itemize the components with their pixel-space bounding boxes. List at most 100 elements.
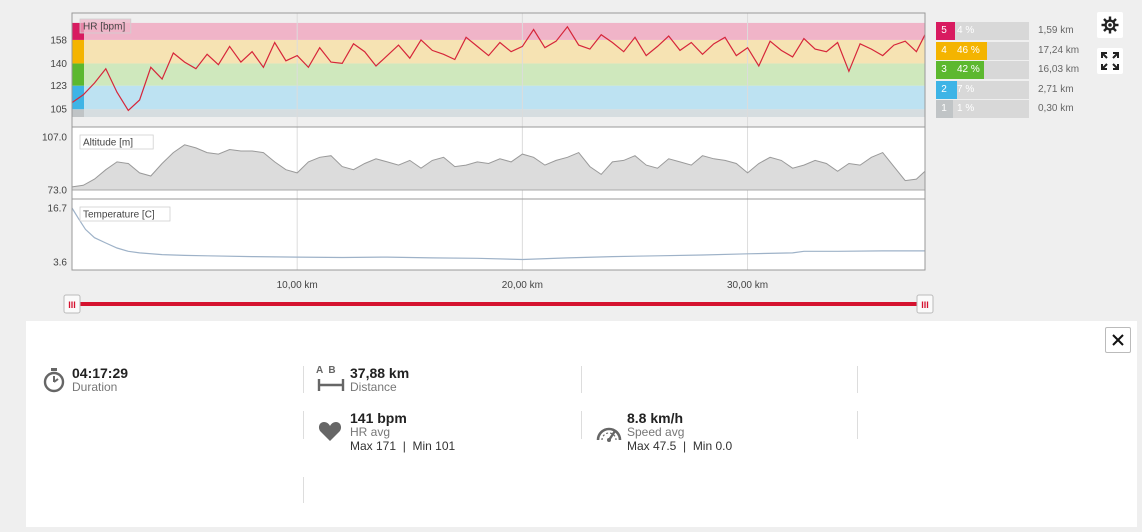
- hr-zone-marker: [72, 109, 84, 117]
- hr-zone-band: [72, 109, 925, 117]
- series-label-box: [79, 134, 154, 150]
- hr-zone-row: 2 7 %: [936, 80, 1029, 99]
- y-tick-label: 107.0: [42, 133, 67, 144]
- temperature-series-line: [71, 207, 925, 261]
- hr-zone-band: [72, 85, 925, 110]
- speedometer-icon: [596, 427, 622, 442]
- hr-zone-band: [72, 22, 925, 40]
- divider: [581, 366, 582, 393]
- hr-zone-marker: [72, 85, 84, 110]
- x-tick-label: 20,00 km: [502, 280, 543, 291]
- series-label-text: HR [bpm]: [83, 22, 125, 33]
- zone-percent: 1 %: [957, 103, 975, 114]
- zone-percent-bar: [952, 100, 953, 118]
- close-button[interactable]: [1105, 327, 1131, 353]
- duration-value: 04:17:29: [72, 365, 129, 381]
- zone-percent-bar: [952, 22, 956, 40]
- ruler-icon: [317, 379, 345, 391]
- distance-icon-text: A B: [316, 365, 336, 376]
- zone-number: 4: [936, 41, 952, 60]
- divider: [303, 477, 304, 503]
- series-label: HR [bpm]: [79, 18, 132, 34]
- zone-number: 2: [936, 80, 952, 99]
- handle-grip[interactable]: III: [68, 300, 76, 310]
- y-tick-label: 123: [50, 81, 67, 92]
- zone-percent-bar: [952, 80, 958, 99]
- speed-value: 8.8 km/h: [627, 410, 684, 426]
- hr-stat: 141 bpm HR avg Max 171 | Min 101: [350, 410, 456, 454]
- zone-number: 5: [936, 22, 952, 40]
- distance-icon: A B: [316, 366, 346, 392]
- zone-distance: 17,24 km: [1038, 44, 1080, 56]
- hr-zone-row: 4 46 %: [936, 41, 1029, 60]
- series-label: Temperature [C]: [79, 206, 171, 222]
- stopwatch-icon: [43, 368, 65, 393]
- y-tick-label: 73.0: [48, 186, 68, 197]
- speed-minmax: Max 47.5 | Min 0.0: [627, 439, 733, 453]
- divider: [303, 366, 304, 393]
- settings-button[interactable]: [1097, 12, 1123, 38]
- duration-label: Duration: [72, 380, 118, 394]
- series-label-box: [79, 18, 132, 34]
- handle-body[interactable]: [63, 294, 81, 314]
- zone-percent-bar: [952, 61, 985, 79]
- zone-percent: 4 %: [957, 25, 975, 36]
- hr-series-line: [71, 25, 926, 112]
- chart-panel-frame: [71, 198, 926, 271]
- y-tick-label: 140: [50, 59, 67, 70]
- divider: [857, 366, 858, 393]
- summary-panel: 04:17:29 Duration A B 37,88 km Distance …: [26, 321, 1137, 527]
- chart-area: 158 140 123 105 107.0 73.0 16.7 3.6 HR [bpm] Alti…: [42, 12, 934, 314]
- distance-value: 37,88 km: [350, 365, 410, 381]
- hr-minmax: Max 171 | Min 101: [350, 439, 456, 453]
- speed-stat: 8.8 km/h Speed avg Max 47.5 | Min 0.0: [627, 410, 733, 454]
- distance-label: Distance: [350, 380, 397, 394]
- hr-zone-row: 5 4 %: [936, 22, 1029, 40]
- range-slider-handle-right[interactable]: III: [916, 294, 934, 314]
- series-label-text: Temperature [C]: [83, 210, 155, 221]
- temperature-panel-bg: [72, 199, 925, 270]
- handle-body[interactable]: [916, 294, 934, 314]
- zone-number: 3: [936, 61, 952, 79]
- range-slider-track[interactable]: [72, 302, 925, 306]
- hr-label: HR avg: [350, 425, 391, 439]
- zone-distance: 1,59 km: [1038, 25, 1074, 36]
- heart-icon: [318, 422, 342, 441]
- y-tick-label: 158: [50, 35, 67, 46]
- hr-zone-band: [72, 63, 925, 86]
- zone-percent-bar: [952, 41, 988, 60]
- zone-percent: 46 %: [957, 44, 980, 56]
- zone-distance: 2,71 km: [1038, 83, 1074, 95]
- x-tick-label: 30,00 km: [727, 280, 768, 291]
- series-label-box: [79, 206, 171, 222]
- fullscreen-button[interactable]: [1097, 48, 1123, 74]
- divider: [303, 411, 304, 439]
- zone-number: 1: [936, 100, 952, 118]
- zone-distance: 16,03 km: [1038, 64, 1080, 75]
- hr-value: 141 bpm: [350, 410, 407, 426]
- series-label-text: Altitude [m]: [83, 138, 133, 149]
- gear-icon: [1101, 16, 1119, 34]
- hr-zone-marker: [72, 63, 84, 86]
- zone-distance: 0,30 km: [1038, 103, 1074, 114]
- range-slider-handle-left[interactable]: III: [63, 294, 81, 314]
- handle-grip[interactable]: III: [921, 300, 929, 310]
- y-tick-label: 3.6: [53, 258, 67, 269]
- zone-percent: 7 %: [957, 83, 975, 95]
- hr-zone-row: 1 1 %: [936, 100, 1029, 118]
- y-tick-label: 105: [50, 105, 67, 116]
- series-label: Altitude [m]: [79, 134, 154, 150]
- hr-zone-marker: [72, 39, 84, 64]
- divider: [857, 411, 858, 439]
- divider: [581, 411, 582, 439]
- zone-percent: 42 %: [957, 64, 980, 75]
- altitude-series-line: [71, 144, 926, 188]
- distance-stat: 37,88 km Distance: [350, 366, 409, 394]
- x-tick-label: 10,00 km: [277, 280, 318, 291]
- duration-stat: 04:17:29 Duration: [72, 366, 128, 394]
- expand-icon: [1101, 52, 1119, 70]
- speed-label: Speed avg: [627, 425, 685, 439]
- y-tick-label: 16.7: [48, 204, 68, 215]
- altitude-series-area: [72, 144, 925, 190]
- hr-zone-row: 3 42 %: [936, 61, 1029, 79]
